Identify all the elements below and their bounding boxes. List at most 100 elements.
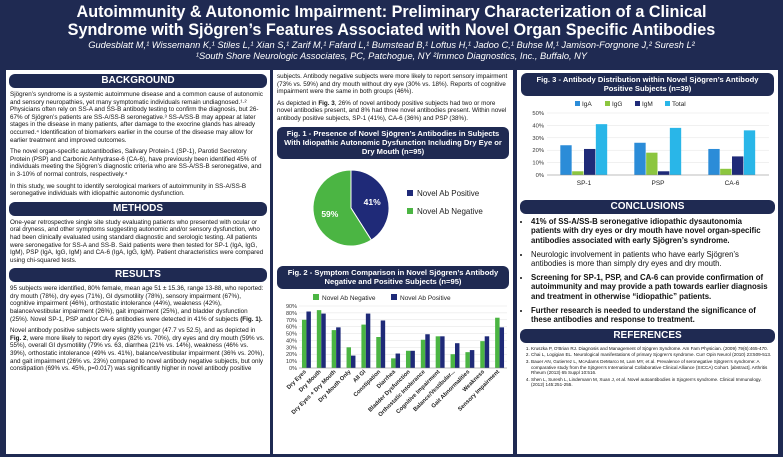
y-tick-label: 0% <box>289 366 297 372</box>
y-tick-label: 30% <box>532 136 544 142</box>
pie-data-label: 59% <box>321 209 338 219</box>
bar <box>316 309 322 368</box>
bar <box>306 311 311 368</box>
legend-swatch <box>391 293 397 300</box>
bar <box>499 326 505 368</box>
fig3-bar-chart: IgA IgG IgM Total 0% 10% 20% 30% 40% 50% SP-1 PSP CA… <box>532 100 769 187</box>
bar <box>420 339 426 368</box>
bar <box>435 335 441 368</box>
bar <box>450 353 455 368</box>
y-tick-label: 10% <box>532 160 544 166</box>
results-continued-p2: As depicted in Fig. 3, 26% of novel anti… <box>273 100 513 123</box>
results-p2-text-a: Novel antibody positive subjects were sl… <box>10 327 256 335</box>
fig3-ref: Fig. 3 <box>318 99 335 107</box>
y-tick-label: 60% <box>286 324 297 330</box>
column-left: BACKGROUND Sjögren’s syndrome is a syste… <box>6 70 270 454</box>
y-tick-label: 90% <box>286 304 297 310</box>
bar <box>469 349 475 368</box>
bar <box>732 156 744 175</box>
legend-swatch <box>407 207 413 214</box>
affiliations: ¹South Shore Neurologic Associates, PC, … <box>195 51 588 61</box>
bar <box>484 335 490 368</box>
bar <box>743 130 756 175</box>
legend-swatch <box>635 100 640 106</box>
reference-item: Kruszka P, O'Brian RJ. Diagnosis and Man… <box>531 346 772 352</box>
bar <box>336 326 341 368</box>
background-heading: BACKGROUND <box>9 74 267 88</box>
results-p2-text-c: , were more likely to report dry eyes (8… <box>10 334 265 373</box>
reference-item: Shen L, Suresh L, Lindemann M, Xuan J, e… <box>531 377 772 388</box>
bar <box>331 329 337 368</box>
authors: Gudesblatt M,¹ Wissemann K,¹ Stiles L,¹ … <box>88 40 695 50</box>
bar <box>301 319 307 368</box>
bar <box>346 346 351 368</box>
references-heading: REFERENCES <box>520 328 775 343</box>
column-middle: subjects. Antibody negative subjects wer… <box>273 70 513 454</box>
title-line-1: Autoimmunity & Autonomic Impairment: Pre… <box>76 3 707 21</box>
references-list: Kruszka P, O'Brian RJ. Diagnosis and Man… <box>517 346 778 388</box>
methods-p1: One-year retrospective single site study… <box>10 218 264 264</box>
y-tick-label: 0% <box>536 173 544 179</box>
x-tick-label: CA-6 <box>725 180 740 187</box>
conclusions-heading: CONCLUSIONS <box>520 199 775 214</box>
results-p1-text: 95 subjects were identified, 80% female,… <box>10 285 264 323</box>
results-cont-a: As depicted in <box>277 99 319 107</box>
x-tick-label: SP-1 <box>577 180 592 187</box>
results-p2: Novel antibody positive subjects were sl… <box>6 327 270 373</box>
bar <box>495 317 500 368</box>
results-cont-c: , 26% of novel antibody positive subject… <box>277 99 507 122</box>
bar <box>391 357 396 368</box>
bar <box>425 333 430 368</box>
fig1-ref: (Fig. 1). <box>240 315 263 323</box>
bar <box>376 336 381 368</box>
y-tick-label: 80% <box>286 310 297 316</box>
bar <box>380 320 386 368</box>
legend-swatch <box>575 100 580 106</box>
bar <box>480 340 485 368</box>
background-p3: In this study, we sought to identify ser… <box>10 182 247 198</box>
legend-swatch <box>605 100 610 106</box>
bar <box>321 313 326 368</box>
background-p1: Sjögren’s syndrome is a systemic autoimm… <box>10 91 263 144</box>
legend-swatch <box>407 189 413 196</box>
bar <box>658 171 670 175</box>
pie-data-label: 41% <box>364 197 381 207</box>
y-tick-label: 20% <box>532 148 544 154</box>
y-tick-label: 40% <box>532 123 544 129</box>
bar <box>572 171 584 175</box>
legend-swatch <box>665 100 670 106</box>
conclusion-item: Neurologic involvement in patients who h… <box>531 250 774 269</box>
poster-title: Autoimmunity & Autonomic Impairment: Pre… <box>0 0 783 39</box>
bar <box>395 353 401 368</box>
legend-label: Novel Ab Negative <box>322 295 376 302</box>
legend-label: Novel Ab Positive <box>417 189 480 198</box>
fig2-bar-chart: Novel Ab Negative Novel Ab Positive 0%10%2… <box>286 293 507 418</box>
results-p1: 95 subjects were identified, 80% female,… <box>6 285 270 323</box>
results-heading: RESULTS <box>9 268 267 283</box>
legend-label: IgG <box>612 101 622 108</box>
bar <box>361 324 366 368</box>
fig1-title: Fig. 1 - Presence of Novel Sjögren’s Ant… <box>277 126 509 159</box>
bar <box>405 350 411 368</box>
y-tick-label: 70% <box>286 317 297 323</box>
title-line-2: Syndrome with Sjögren’s Features Associa… <box>67 21 716 39</box>
legend-label: Novel Ab Positive <box>400 295 451 302</box>
y-tick-label: 40% <box>286 338 297 344</box>
bar <box>465 351 470 368</box>
y-tick-label: 20% <box>286 352 297 358</box>
bar <box>365 313 371 368</box>
y-tick-label: 50% <box>286 331 297 337</box>
y-tick-label: 30% <box>286 345 297 351</box>
bar <box>634 142 646 175</box>
legend-label: IgM <box>642 101 653 108</box>
fig1-pie-chart: 41% 59% Novel Ab Positive Novel Ab Negative <box>312 169 483 247</box>
bar <box>440 335 445 368</box>
conclusion-item: Further research is needed to understand… <box>531 306 774 325</box>
bar <box>351 355 356 368</box>
legend-swatch <box>313 293 319 300</box>
methods-heading: METHODS <box>9 201 267 216</box>
bar <box>708 148 720 175</box>
bar <box>669 127 682 175</box>
bar <box>720 168 732 175</box>
fig3-title: Fig. 3 - Antibody Distribution within No… <box>521 73 774 96</box>
